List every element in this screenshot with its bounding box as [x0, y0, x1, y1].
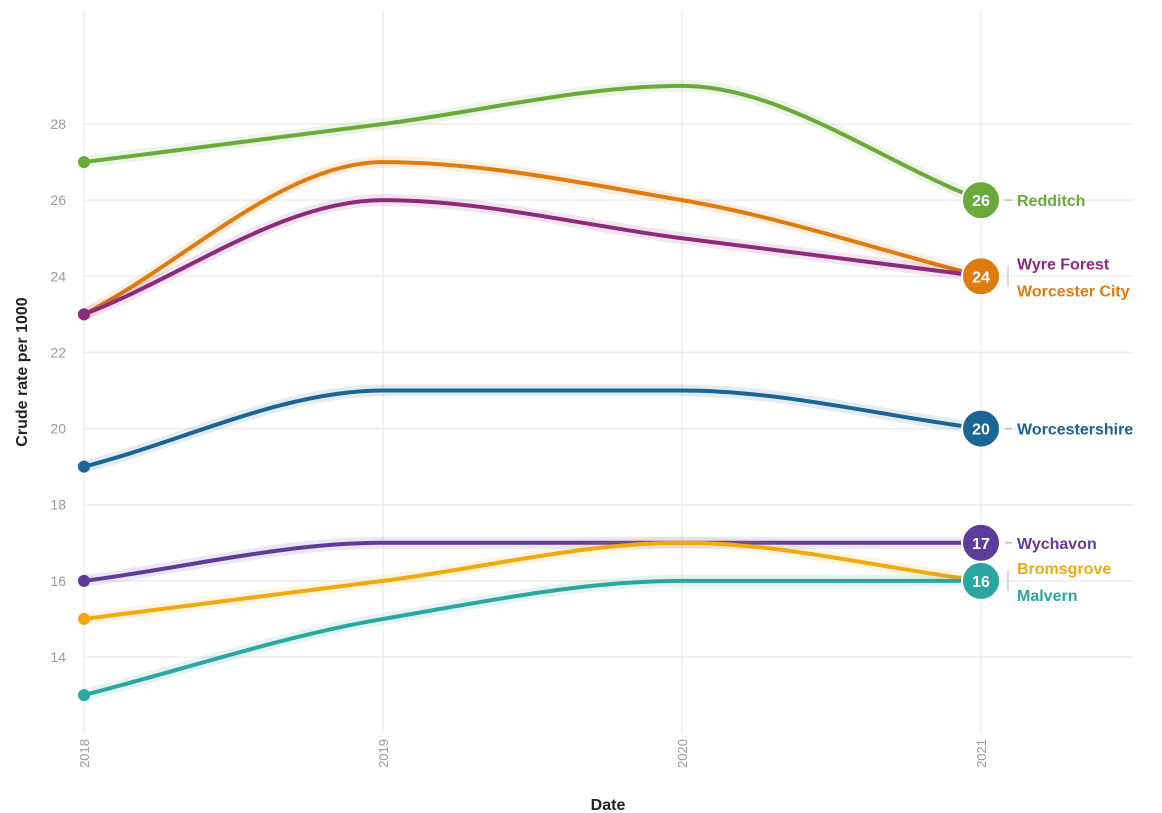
- series-line-redditch: [82, 83, 983, 203]
- series-label: Malvern: [1017, 588, 1077, 605]
- end-value-label: 26: [972, 193, 990, 210]
- end-value-badge: [961, 560, 1001, 601]
- series-start-point-bromsgrove: [78, 612, 90, 625]
- series-label: Worcestershire: [1017, 422, 1133, 439]
- series-line-wyre-forest: [82, 198, 983, 317]
- y-tick-label: 16: [50, 573, 66, 589]
- series-start-point-wychavon: [78, 574, 90, 587]
- series-start-point-worcestershire: [78, 460, 90, 473]
- y-tick-label: 24: [50, 268, 66, 284]
- x-tick-label: 2021: [974, 739, 989, 768]
- x-tick-label: 2019: [376, 739, 391, 768]
- y-tick-label: 14: [50, 649, 66, 665]
- series-start-point-malvern: [78, 689, 90, 702]
- y-tick-label: 26: [50, 192, 66, 208]
- end-value-badge: [961, 180, 1001, 221]
- series-lines: [78, 79, 987, 702]
- y-axis-label: Crude rate per 1000: [14, 297, 31, 447]
- series-line-malvern: [82, 578, 983, 698]
- series-label: Bromsgrove: [1017, 561, 1111, 578]
- x-axis-ticks: 2018 2019 2020 2021: [77, 739, 989, 768]
- end-value-label: 20: [972, 422, 990, 439]
- y-axis-ticks: 14 16 18 20 22 24 26 28: [50, 116, 66, 665]
- series-label: Wyre Forest: [1017, 256, 1110, 273]
- x-tick-label: 2020: [675, 739, 690, 768]
- end-value-label: 17: [972, 536, 990, 553]
- series-start-point-wyre-forest: [78, 308, 90, 321]
- series-line-bromsgrove: [82, 540, 983, 621]
- end-value-badge: [961, 408, 1001, 449]
- series-line-wychavon: [82, 540, 983, 583]
- y-tick-label: 28: [50, 116, 66, 132]
- series-start-point-redditch: [78, 156, 90, 169]
- x-axis-label: Date: [591, 797, 626, 813]
- series-label: Wychavon: [1017, 536, 1097, 553]
- series-line-worcester-city: [82, 160, 983, 317]
- y-tick-label: 18: [50, 497, 66, 513]
- series-label: Worcester City: [1017, 283, 1130, 300]
- y-tick-label: 22: [50, 344, 66, 360]
- series-label: Redditch: [1017, 193, 1085, 210]
- series-start-points: [78, 156, 90, 702]
- end-markers: 26 Redditch 24 Wyre Forest Worcester City 20 W…: [961, 180, 1133, 605]
- x-tick-label: 2018: [77, 739, 92, 768]
- end-value-badge: [961, 256, 1001, 297]
- series-line-worcestershire: [82, 388, 983, 469]
- end-value-label: 24: [972, 269, 990, 286]
- y-tick-label: 20: [50, 421, 66, 437]
- grid: [83, 10, 1133, 733]
- end-value-label: 16: [972, 574, 990, 591]
